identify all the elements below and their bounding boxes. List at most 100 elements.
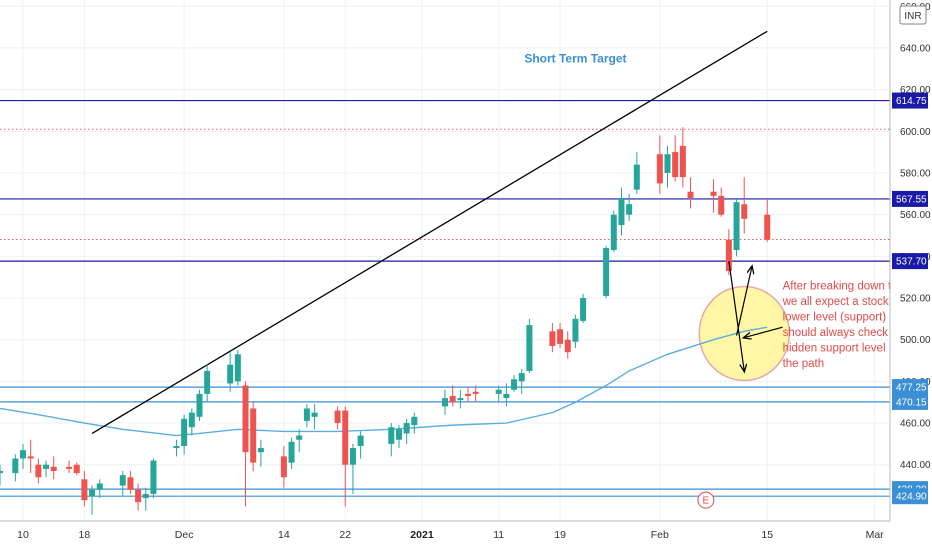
candle[interactable] [457,389,464,409]
candle[interactable] [741,177,748,234]
candle[interactable] [280,445,287,488]
candle[interactable] [403,418,410,444]
candle[interactable] [725,229,732,276]
price-tag[interactable]: 424.90 [892,488,928,505]
candle-body [580,298,587,321]
annotation-line: we all expect a stock to test its [782,296,932,308]
annotation-line: should always check for a [783,327,915,339]
trendline[interactable] [91,30,768,435]
candle[interactable] [73,462,80,476]
annotation-arrow [744,326,783,337]
candle[interactable] [204,364,211,403]
candle[interactable] [20,443,27,469]
price-tag-text: 424.90 [896,492,927,503]
candle-body [503,393,510,399]
candle[interactable] [119,470,126,496]
candle[interactable] [733,197,740,257]
candle[interactable] [710,179,717,213]
price-tag[interactable]: 477.25 [892,379,928,396]
candle[interactable] [572,314,579,349]
candle[interactable] [12,454,19,482]
x-tick-label: 22 [339,529,351,541]
candle[interactable] [43,460,50,478]
candle[interactable] [626,193,633,221]
candle[interactable] [633,152,640,194]
candle[interactable] [257,439,264,467]
candle[interactable] [349,443,356,494]
candle[interactable] [603,245,610,299]
price-tag[interactable]: 537.70 [892,253,928,270]
candle[interactable] [303,404,310,428]
candle[interactable] [0,464,3,486]
candle[interactable] [288,437,295,469]
candle-body [280,456,287,478]
candle[interactable] [242,381,249,507]
candle[interactable] [311,404,318,430]
candle[interactable] [250,402,257,471]
candle[interactable] [142,487,149,511]
candle[interactable] [388,423,395,457]
candle[interactable] [557,323,564,349]
candle[interactable] [664,145,671,188]
plot-area[interactable]: E Short Term Target After breaking down th… [0,0,932,521]
candle[interactable] [135,483,142,511]
candle[interactable] [81,470,88,507]
candle[interactable] [411,412,418,434]
candle[interactable] [27,439,34,474]
candle[interactable] [465,387,472,403]
candle[interactable] [296,429,303,453]
candle[interactable] [511,375,518,392]
price-tag-bg [892,488,928,505]
candle[interactable] [764,200,771,242]
target-label: Short Term Target [524,52,626,66]
candle[interactable] [342,406,349,507]
candle[interactable] [656,135,663,194]
candle[interactable] [618,187,625,236]
earnings-marker[interactable] [697,491,715,509]
candle-body [303,408,310,421]
candle[interactable] [449,385,456,407]
candle[interactable] [472,385,479,403]
candle[interactable] [495,385,502,403]
candle[interactable] [564,331,571,359]
candle[interactable] [518,368,525,394]
candle[interactable] [395,425,402,449]
candle[interactable] [150,458,157,499]
price-tag[interactable]: 614.75 [892,92,928,109]
candle[interactable] [196,389,203,421]
candle[interactable] [127,470,134,494]
candle[interactable] [672,135,679,182]
candle[interactable] [334,406,341,430]
candle[interactable] [679,127,686,188]
candle[interactable] [526,318,533,374]
candle[interactable] [188,408,195,436]
candle[interactable] [442,389,448,415]
candle[interactable] [580,293,587,324]
candle[interactable] [503,383,510,407]
candle[interactable] [89,485,96,515]
currency-badge[interactable]: INR [899,5,927,25]
annotation-line: hidden support level between [783,343,932,355]
candle[interactable] [173,439,180,457]
candle[interactable] [66,460,73,474]
candle[interactable] [687,177,694,209]
candle-body [135,489,142,503]
x-tick-label: Feb [651,529,669,541]
candle[interactable] [50,456,57,480]
candle[interactable] [718,187,725,217]
candle[interactable] [234,350,241,386]
candle[interactable] [96,479,103,499]
candle[interactable] [35,458,42,484]
candle[interactable] [227,352,234,392]
candle[interactable] [610,210,617,253]
candle[interactable] [357,431,364,459]
price-tag[interactable]: 567.55 [892,190,928,207]
candle[interactable] [181,414,188,455]
moving-average-line[interactable] [0,326,768,437]
candle[interactable] [549,323,556,353]
price-tag[interactable]: 548.05 [892,231,928,248]
price-tag[interactable]: 470.15 [892,393,928,410]
candle-body [50,466,57,471]
